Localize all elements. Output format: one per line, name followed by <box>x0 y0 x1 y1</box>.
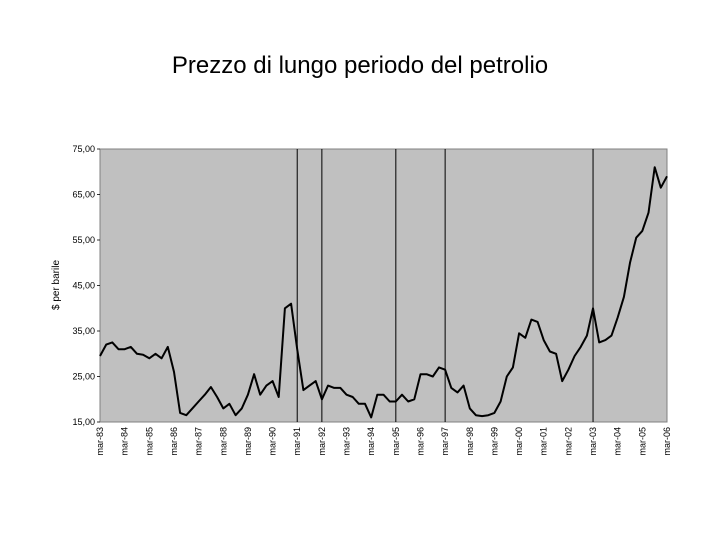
x-tick-label: mar-97 <box>440 427 450 456</box>
y-axis-label: $ per barile <box>51 260 62 310</box>
x-tick-label: mar-95 <box>391 427 401 456</box>
x-tick-label: mar-98 <box>465 427 475 456</box>
y-tick-label: 65,00 <box>72 190 95 200</box>
price-line <box>99 166 668 419</box>
y-tick-label: 55,00 <box>72 235 95 245</box>
x-tick-label: mar-84 <box>120 427 130 456</box>
x-tick-label: mar-83 <box>95 427 105 456</box>
x-tick-label: mar-93 <box>342 427 352 456</box>
chart-title: Prezzo di lungo periodo del petrolio <box>171 52 549 79</box>
x-tick-label: mar-00 <box>514 427 524 456</box>
x-tick-label: mar-90 <box>268 427 278 456</box>
x-tick-label: mar-94 <box>366 427 376 456</box>
x-tick-label: mar-05 <box>637 427 647 456</box>
x-tick-label: mar-03 <box>588 427 598 456</box>
x-tick-label: mar-02 <box>563 427 573 456</box>
y-tick-label: 45,00 <box>72 281 95 291</box>
x-tick-label: mar-87 <box>194 427 204 456</box>
y-tick-label: 15,00 <box>72 417 95 427</box>
y-tick-label: 25,00 <box>72 372 95 382</box>
x-tick-label: mar-91 <box>292 427 302 456</box>
x-tick-label: mar-88 <box>218 427 228 456</box>
x-tick-label: mar-06 <box>662 427 672 456</box>
y-tick-label: 35,00 <box>72 326 95 336</box>
x-tick-label: mar-01 <box>539 427 549 456</box>
x-tick-label: mar-99 <box>489 427 499 456</box>
plot-area <box>99 148 668 423</box>
y-tick-label: 75,00 <box>72 144 95 154</box>
x-tick-label: mar-96 <box>415 427 425 456</box>
x-tick-label: mar-92 <box>317 427 327 456</box>
x-tick-label: mar-86 <box>169 427 179 456</box>
x-tick-label: mar-04 <box>613 427 623 456</box>
x-tick-label: mar-85 <box>144 427 154 456</box>
x-tick-label: mar-89 <box>243 427 253 456</box>
